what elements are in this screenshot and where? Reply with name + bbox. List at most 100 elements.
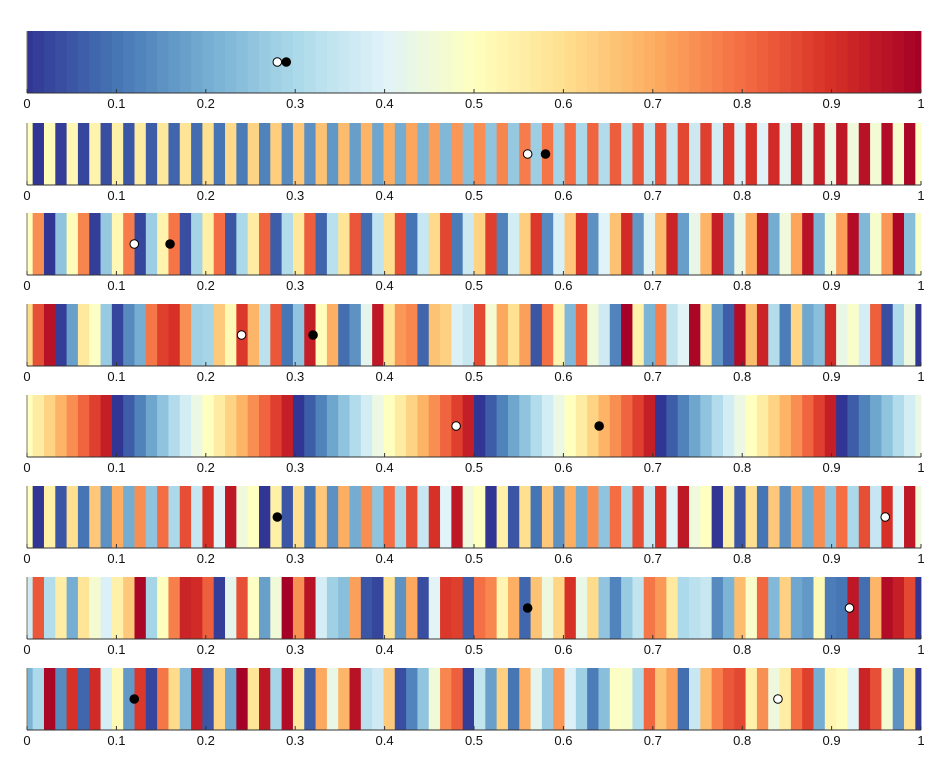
color-bar [202,577,215,639]
color-bar [632,395,645,457]
color-bar [281,577,294,639]
color-bar [213,577,226,639]
color-bar [768,213,780,275]
color-bar [428,668,441,730]
color-bar [32,31,45,93]
x-tick-label: 0.1 [107,188,125,203]
color-bar [519,486,531,548]
x-tick-label: 0.5 [465,188,483,203]
color-bar [168,486,181,548]
open-marker [451,421,461,431]
color-bar [904,668,916,730]
color-bar [383,123,396,185]
color-bar [598,123,611,185]
color-bar [722,486,735,548]
x-tick-label: 0.8 [733,188,751,203]
color-bar [870,123,882,185]
color-bar [756,486,769,548]
color-bar [179,31,192,93]
color-bar [655,668,667,730]
color-bar [677,31,690,93]
color-bar [553,304,565,366]
color-bar [157,486,169,548]
x-tick-label: 0.8 [733,369,751,384]
x-tick-label: 0.1 [107,96,125,111]
x-tick-label: 0 [23,188,30,203]
color-bar [587,395,599,457]
x-tick-label: 0 [23,551,30,566]
color-bar [27,486,34,548]
color-bar [541,31,554,93]
x-tick-label: 0.7 [644,460,662,475]
color-bar [564,395,577,457]
color-bar [756,304,769,366]
color-bar [813,123,826,185]
color-bar [225,123,237,185]
color-bar [847,668,860,730]
color-bar [145,668,158,730]
color-bar [711,213,724,275]
color-bar [383,31,396,93]
color-bar [609,486,622,548]
color-bar [541,486,554,548]
color-bar [745,395,758,457]
color-bar [643,213,656,275]
open-marker [129,239,140,249]
color-bar [89,577,101,639]
color-bar [598,31,611,93]
x-tick-label: 0.3 [286,460,304,475]
color-bar [270,213,283,275]
color-bar [179,123,192,185]
color-bar [77,486,90,548]
color-bar [111,123,124,185]
color-bar [722,395,735,457]
color-bar [326,577,339,639]
color-bar [89,213,101,275]
color-bar [145,577,158,639]
color-bar [915,31,922,93]
color-bar [643,577,656,639]
color-bar [338,486,350,548]
color-bar [428,577,441,639]
x-tick-label: 0.2 [197,96,215,111]
color-bar [621,213,633,275]
color-bar [700,213,713,275]
color-bar [824,123,837,185]
color-bar [247,395,260,457]
open-marker [844,603,855,613]
color-bar [372,668,384,730]
color-bar [168,123,181,185]
color-bar [225,668,237,730]
color-bar [134,31,147,93]
color-bar [157,123,169,185]
color-bar [179,668,192,730]
color-bar [55,577,68,639]
color-bar [213,395,226,457]
color-bar [756,31,769,93]
color-bar [338,668,350,730]
color-bar [575,123,588,185]
color-bar [145,395,158,457]
color-bar [655,304,667,366]
x-tick-label: 0 [23,96,30,111]
color-bar [858,304,871,366]
color-bar [915,395,922,457]
color-bar [258,486,271,548]
color-bar [32,395,45,457]
x-tick-label: 0.4 [376,96,394,111]
x-tick-label: 0.1 [107,278,125,293]
color-bar [213,486,226,548]
color-bar [43,486,56,548]
color-bar [202,123,215,185]
color-bar [813,577,826,639]
color-bar [496,304,509,366]
color-bar [394,123,407,185]
open-marker [236,330,247,340]
color-bar [836,213,848,275]
x-tick-label: 0.4 [376,551,394,566]
color-bar [111,395,124,457]
color-bar [213,31,226,93]
color-bar [632,123,645,185]
color-bar [281,123,294,185]
color-bar [768,31,780,93]
